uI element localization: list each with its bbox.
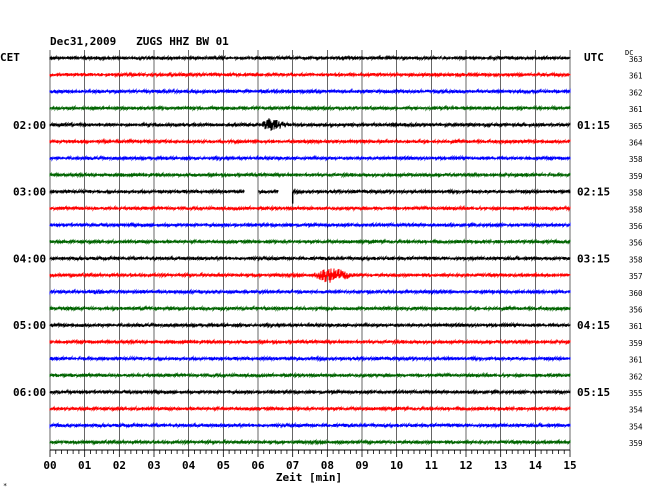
x-tick-label: 13 — [494, 459, 507, 472]
right-time-labels: 01:15 02:15 03:15 04:15 05:15 — [577, 119, 610, 399]
trace-7 — [49, 154, 571, 162]
dc-offset-label: 356 — [629, 222, 643, 231]
x-axis: 00 01 02 03 04 05 06 07 08 09 10 11 12 13 14 15 — [43, 449, 577, 472]
trace-24 — [49, 438, 571, 446]
trace-19 — [49, 355, 571, 363]
dc-offset-label: 360 — [629, 289, 643, 298]
trace-4 — [49, 104, 571, 112]
dc-offset-label: 359 — [629, 172, 643, 181]
right-time-label: 05:15 — [577, 386, 610, 399]
trace-14 — [49, 268, 571, 283]
trace-2 — [49, 71, 571, 79]
dc-offset-label: 356 — [629, 306, 643, 315]
trace-17 — [49, 321, 571, 329]
x-axis-label: Zeit [min] — [276, 471, 342, 484]
dc-offset-label: 364 — [629, 139, 643, 148]
left-time-label: 03:00 — [13, 186, 46, 199]
chart-title: Dec31,2009 ZUGS HHZ BW 01 — [50, 35, 229, 48]
dc-offset-label: 358 — [629, 205, 643, 214]
trace-12 — [49, 238, 571, 246]
trace-23 — [49, 421, 571, 429]
x-tick-label: 01 — [78, 459, 92, 472]
trace-20 — [49, 371, 571, 379]
trace-3 — [49, 87, 571, 95]
trace-22 — [49, 405, 571, 413]
dc-offset-label: 358 — [629, 255, 643, 264]
trace-13 — [49, 254, 571, 262]
dc-offset-label: 361 — [629, 356, 643, 365]
dc-offset-label: 362 — [629, 88, 643, 97]
right-timezone-label: UTC — [584, 51, 604, 64]
trace-1 — [49, 54, 571, 62]
trace-6 — [49, 137, 571, 146]
x-tick-label: 03 — [147, 459, 160, 472]
dc-offset-label: 354 — [629, 422, 643, 431]
trace-8 — [49, 171, 571, 179]
x-tick-label: 00 — [43, 459, 56, 472]
dc-offset-label: 358 — [629, 155, 643, 164]
trace-9 — [49, 188, 571, 196]
dc-offset-label: 361 — [629, 322, 643, 331]
trace-5 — [49, 118, 571, 131]
time-gridlines — [49, 50, 571, 450]
trace-11 — [49, 221, 571, 229]
dc-offset-label: 357 — [629, 272, 643, 281]
dc-offset-label: 359 — [629, 439, 643, 448]
dc-offset-label: 356 — [629, 239, 643, 248]
left-time-label: 02:00 — [13, 119, 46, 132]
right-time-label: 03:15 — [577, 252, 610, 265]
dc-offset-label: 361 — [629, 105, 643, 114]
left-time-label: 04:00 — [13, 252, 46, 265]
x-tick-label: 08 — [321, 459, 334, 472]
trace-16 — [49, 304, 571, 313]
trace-10 — [49, 204, 571, 212]
x-tick-label: 02 — [113, 459, 126, 472]
left-timezone-label: CET — [0, 51, 20, 64]
trace-21 — [49, 388, 571, 396]
x-tick-label: 04 — [182, 459, 196, 472]
dc-offset-label: 363 — [629, 55, 643, 64]
x-tick-label: 06 — [251, 459, 265, 472]
right-time-label: 04:15 — [577, 319, 610, 332]
x-tick-label: 14 — [529, 459, 543, 472]
dc-label: DC — [625, 49, 633, 57]
dc-offset-label: 361 — [629, 72, 643, 81]
x-tick-label: 07 — [286, 459, 299, 472]
dc-offset-label: 359 — [629, 339, 643, 348]
dc-offset-label: 355 — [629, 389, 643, 398]
x-tick-label: 11 — [425, 459, 439, 472]
left-time-label: 05:00 — [13, 319, 46, 332]
x-tick-label: 10 — [390, 459, 403, 472]
dc-offset-label: 358 — [629, 189, 643, 198]
dc-offset-label: 362 — [629, 372, 643, 381]
x-tick-label: 05 — [217, 459, 230, 472]
trace-18 — [49, 338, 571, 346]
right-time-label: 01:15 — [577, 119, 610, 132]
corner-mark: * — [3, 482, 7, 490]
x-tick-label: 15 — [563, 459, 576, 472]
dc-offset-labels: 363 361 362 361 365 364 358 359 358 358 356 356 358 3… — [629, 55, 643, 448]
left-time-label: 06:00 — [13, 386, 46, 399]
seismic-traces — [49, 54, 571, 446]
dc-offset-label: 354 — [629, 406, 643, 415]
left-time-labels: 02:00 03:00 04:00 05:00 06:00 — [13, 119, 46, 399]
x-tick-label: 12 — [459, 459, 472, 472]
dc-offset-label: 365 — [629, 122, 643, 131]
right-time-label: 02:15 — [577, 186, 610, 199]
trace-15 — [49, 288, 571, 296]
x-tick-label: 09 — [355, 459, 368, 472]
